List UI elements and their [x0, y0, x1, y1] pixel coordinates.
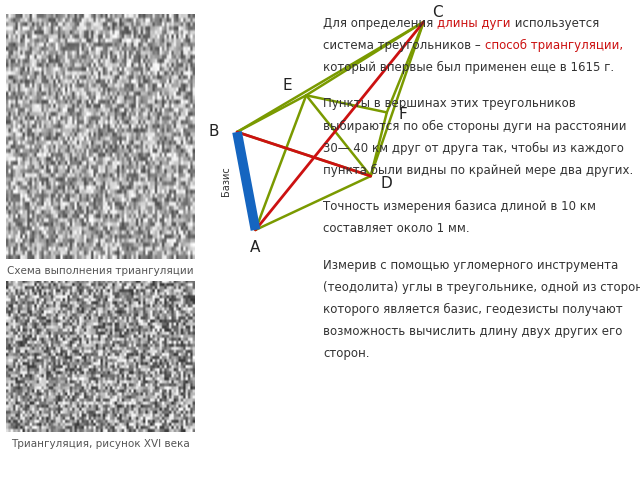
Text: пункта были видны по крайней мере два других.: пункта были видны по крайней мере два др…: [323, 164, 634, 177]
Text: Базис: Базис: [221, 166, 230, 196]
Text: возможность вычислить длину двух других его: возможность вычислить длину двух других …: [323, 325, 623, 338]
Text: сторон.: сторон.: [323, 347, 370, 360]
Text: Точность измерения базиса длиной в 10 км: Точность измерения базиса длиной в 10 км: [323, 200, 596, 213]
Text: который впервые был применен еще в 1615 г.: который впервые был применен еще в 1615 …: [323, 61, 614, 74]
Text: B: B: [209, 124, 220, 140]
Text: D: D: [381, 176, 393, 191]
Text: Измерив с помощью угломерного инструмента: Измерив с помощью угломерного инструмент…: [323, 259, 618, 272]
Text: система треугольников –: система треугольников –: [323, 39, 484, 52]
Text: Пункты в вершинах этих треугольников: Пункты в вершинах этих треугольников: [323, 97, 576, 110]
Text: составляет около 1 мм.: составляет около 1 мм.: [323, 222, 470, 235]
Text: выбираются по обе стороны дуги на расстоянии: выбираются по обе стороны дуги на рассто…: [323, 120, 627, 132]
Text: способ триангуляции,: способ триангуляции,: [484, 39, 623, 52]
Text: длины дуги: длины дуги: [437, 17, 511, 30]
Text: 30— 40 км друг от друга так, чтобы из каждого: 30— 40 км друг от друга так, чтобы из ка…: [323, 142, 624, 155]
Text: которого является базис, геодезисты получают: которого является базис, геодезисты полу…: [323, 303, 623, 316]
Text: C: C: [432, 4, 443, 20]
Text: (теодолита) углы в треугольнике, одной из сторон: (теодолита) углы в треугольнике, одной и…: [323, 281, 640, 294]
Text: Для определения: Для определения: [323, 17, 437, 30]
Text: F: F: [399, 108, 407, 122]
Text: E: E: [283, 78, 292, 93]
Text: используется: используется: [511, 17, 599, 30]
Text: A: A: [250, 240, 260, 254]
Text: Триангуляция, рисунок XVI века: Триангуляция, рисунок XVI века: [12, 439, 190, 449]
Text: Схема выполнения триангуляции: Схема выполнения триангуляции: [8, 266, 194, 276]
